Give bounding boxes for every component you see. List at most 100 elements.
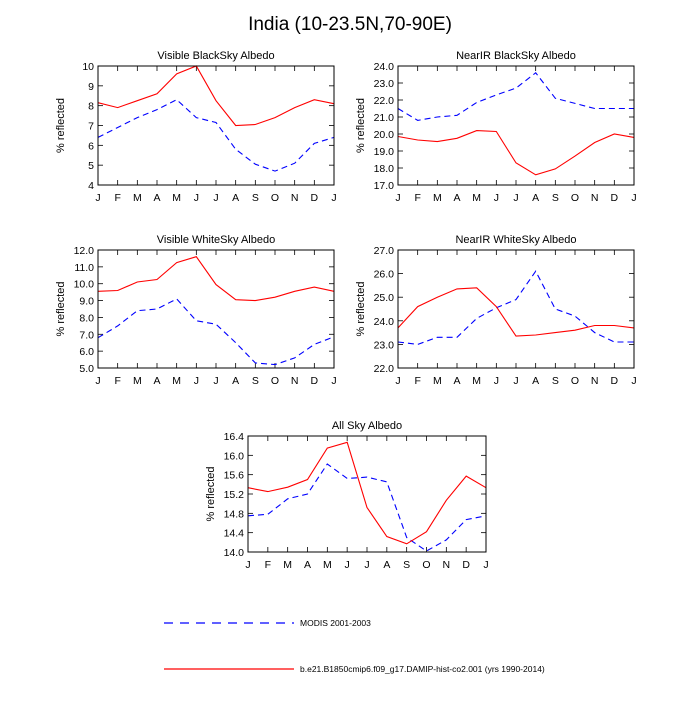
- y-tick-label: 7: [88, 121, 94, 133]
- x-tick-label: J: [95, 192, 100, 204]
- y-tick-label: 17.0: [374, 180, 395, 192]
- x-tick-label: F: [414, 192, 420, 204]
- chart-panel-5: All Sky Albedo % reflected 14.0 14.4 14.8 15.…: [205, 420, 489, 571]
- y-tick-label: 12.0: [74, 245, 95, 257]
- x-tick-label: J: [194, 375, 199, 387]
- y-axis-label: % reflected: [355, 98, 367, 153]
- y-tick-label: 8: [88, 101, 94, 113]
- y-tick-label: 6.0: [79, 346, 94, 358]
- y-axis-label: % reflected: [55, 281, 67, 336]
- x-tick-label: J: [345, 559, 350, 571]
- y-tick-label: 9: [88, 81, 94, 93]
- y-tick-label: 14.4: [224, 528, 245, 540]
- y-tick-label: 16.4: [224, 431, 245, 443]
- y-tick-label: 23.0: [374, 339, 395, 351]
- x-tick-label: J: [331, 192, 336, 204]
- y-tick-label: 23.0: [374, 78, 395, 90]
- y-tick-label: 22.0: [374, 363, 395, 375]
- x-tick-label: F: [265, 559, 271, 571]
- y-tick-label: 26.0: [374, 269, 395, 281]
- y-tick-label: 15.2: [224, 489, 245, 501]
- y-tick-label: 24.0: [374, 316, 395, 328]
- series-line-modis: [397, 270, 634, 345]
- x-tick-label: S: [552, 192, 559, 204]
- x-tick-label: M: [472, 192, 481, 204]
- y-tick-label: 20.0: [374, 129, 395, 141]
- y-axis-label: % reflected: [205, 466, 217, 521]
- x-tick-label: S: [252, 375, 259, 387]
- x-tick-label: J: [194, 192, 199, 204]
- y-tick-label: 16.0: [224, 450, 245, 462]
- series-line-model: [397, 130, 635, 176]
- chart-title: NearIR WhiteSky Albedo: [455, 234, 576, 246]
- x-tick-label: J: [513, 192, 518, 204]
- y-tick-label: 25.0: [374, 292, 395, 304]
- y-tick-label: 10.0: [74, 279, 95, 291]
- y-tick-label: 11.0: [74, 262, 94, 274]
- x-tick-label: A: [232, 192, 239, 204]
- x-tick-label: M: [433, 192, 442, 204]
- x-tick-label: J: [395, 192, 400, 204]
- y-tick-label: 8.0: [79, 312, 94, 324]
- x-tick-label: J: [213, 375, 218, 387]
- y-tick-label: 19.0: [374, 146, 395, 158]
- x-tick-label: J: [494, 192, 499, 204]
- series-line-modis: [97, 298, 335, 366]
- x-tick-label: M: [133, 192, 142, 204]
- x-tick-label: O: [571, 375, 579, 387]
- x-tick-label: A: [453, 375, 460, 387]
- plot-frame: [247, 435, 487, 553]
- x-tick-label: J: [483, 559, 488, 571]
- x-tick-label: A: [153, 375, 160, 387]
- y-tick-label: 18.0: [374, 163, 395, 175]
- plot-frame: [397, 65, 635, 186]
- x-tick-label: S: [252, 192, 259, 204]
- x-tick-label: O: [422, 559, 430, 571]
- chart-title: NearIR BlackSky Albedo: [456, 50, 576, 62]
- x-tick-label: M: [172, 375, 181, 387]
- x-tick-label: O: [271, 375, 279, 387]
- x-tick-label: J: [95, 375, 100, 387]
- y-tick-label: 5: [88, 160, 94, 172]
- chart-title: All Sky Albedo: [332, 420, 402, 432]
- x-tick-label: F: [114, 375, 120, 387]
- page-title: India (10-23.5N,70-90E): [248, 14, 452, 35]
- chart-panel-2: NearIR BlackSky Albedo % reflected 17.0 18.…: [355, 50, 637, 204]
- x-tick-label: J: [513, 375, 518, 387]
- chart-title: Visible WhiteSky Albedo: [157, 234, 275, 246]
- x-tick-label: N: [443, 559, 451, 571]
- x-tick-label: M: [323, 559, 332, 571]
- y-tick-label: 14.0: [224, 547, 245, 559]
- plot-frame: [397, 249, 635, 369]
- chart-panel-4: NearIR WhiteSky Albedo % reflected 22.0 23.…: [355, 234, 637, 387]
- x-tick-label: A: [232, 375, 239, 387]
- y-tick-label: 24.0: [374, 61, 395, 73]
- y-tick-label: 14.8: [224, 508, 245, 520]
- x-tick-label: A: [153, 192, 160, 204]
- x-tick-label: J: [494, 375, 499, 387]
- chart-title: Visible BlackSky Albedo: [157, 50, 274, 62]
- x-tick-label: D: [462, 559, 470, 571]
- series-line-model: [247, 441, 487, 545]
- x-tick-label: A: [532, 375, 539, 387]
- x-tick-label: A: [304, 559, 311, 571]
- y-tick-label: 10: [82, 61, 94, 73]
- panels: Visible BlackSky Albedo % reflected 4 5 6 7 8 9…: [55, 50, 637, 571]
- x-tick-label: M: [133, 375, 142, 387]
- x-tick-label: D: [311, 375, 319, 387]
- x-tick-label: J: [395, 375, 400, 387]
- plot-frame: [97, 249, 335, 369]
- y-tick-label: 4: [88, 180, 94, 192]
- series-line-model: [97, 256, 335, 302]
- series-line-model: [397, 287, 635, 337]
- y-tick-label: 21.0: [374, 112, 395, 124]
- legend: MODIS 2001-2003 b.e21.B1850cmip6.f09_g17…: [164, 618, 545, 674]
- x-tick-label: D: [611, 375, 619, 387]
- y-axis-label: % reflected: [55, 98, 67, 153]
- x-tick-label: J: [213, 192, 218, 204]
- y-tick-label: 5.0: [79, 363, 94, 375]
- y-tick-label: 27.0: [374, 245, 395, 257]
- plot-frame: [97, 65, 335, 186]
- y-tick-label: 15.6: [224, 470, 245, 482]
